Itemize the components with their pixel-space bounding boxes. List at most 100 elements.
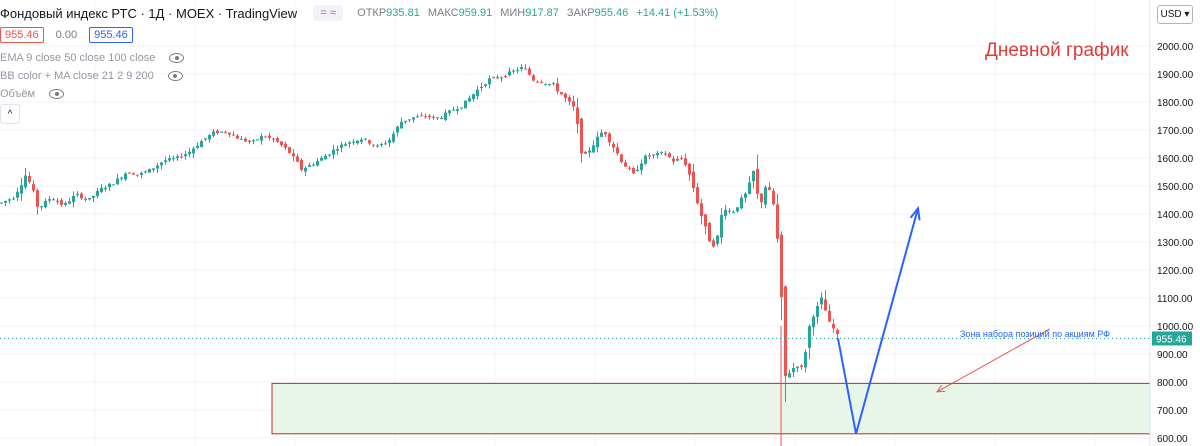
indicator-bb[interactable]: BB color + MA close 21 2 9 200: [0, 70, 183, 82]
candle-body: [496, 77, 499, 79]
ohlc-values: ОТКР935.81 МАКС959.91 МИН917.87 ЗАКР955.…: [357, 7, 718, 19]
candle-body: [712, 240, 715, 247]
candle-body: [544, 83, 547, 85]
candle-body: [632, 167, 635, 174]
candle-body: [160, 162, 163, 166]
y-tick-label: 1900.00: [1157, 70, 1194, 81]
projection-overlay: 955.46: [0, 205, 1192, 435]
candle-body: [752, 170, 755, 182]
candle-body: [528, 68, 531, 75]
candle-body: [660, 151, 663, 153]
ohlc-low: МИН917.87: [500, 7, 559, 19]
candle-body: [512, 70, 515, 72]
candle-body: [356, 140, 359, 144]
indicator-volume[interactable]: Объём: [0, 88, 65, 100]
y-tick-label: 800.00: [1157, 378, 1188, 389]
candle-body: [476, 89, 479, 96]
eye-icon[interactable]: [49, 89, 65, 99]
candle-body: [536, 81, 539, 83]
candle-body: [32, 184, 35, 191]
candle-body: [424, 116, 427, 118]
candle-body: [412, 117, 415, 120]
eye-icon[interactable]: [169, 53, 185, 63]
candle-body: [40, 206, 43, 208]
currency-select[interactable]: USD ▾: [1157, 5, 1193, 24]
candle-body: [736, 207, 739, 212]
chart-grid: [0, 0, 1150, 446]
candle-body: [56, 200, 59, 202]
last-price-badge: [1152, 331, 1192, 346]
candle-body: [596, 136, 599, 148]
candle-body: [60, 200, 63, 205]
candle-body: [8, 199, 11, 201]
candle-body: [716, 235, 719, 244]
candle-body: [400, 121, 403, 129]
candle-body: [436, 117, 439, 119]
candle-body: [792, 368, 795, 373]
candle-body: [244, 138, 247, 142]
zone-pointer-line: [936, 328, 1051, 393]
sell-price-button[interactable]: 955.46: [0, 27, 44, 43]
candle-body: [516, 70, 519, 72]
candle-body: [4, 200, 7, 203]
candle-body: [796, 366, 799, 369]
candle-body: [708, 222, 711, 242]
candle-body: [320, 157, 323, 161]
collapse-legend-button[interactable]: ^: [0, 104, 20, 124]
candle-body: [344, 144, 347, 146]
candle-body: [816, 306, 819, 317]
ohlc-high: МАКС959.91: [427, 7, 493, 19]
wave-approx-icon[interactable]: = ≈: [313, 5, 344, 21]
candle-body: [728, 210, 731, 212]
candle-body: [16, 191, 19, 198]
candle-body: [248, 140, 251, 142]
candle-body: [828, 310, 831, 322]
candle-body: [508, 71, 511, 76]
candle-body: [396, 126, 399, 133]
candle-body: [700, 203, 703, 217]
zone-annotation: Зона набора позиций по акциям РФ: [960, 329, 1111, 339]
candle-body: [420, 115, 423, 117]
candle-body: [408, 119, 411, 121]
candle-body: [28, 175, 31, 182]
candle-body: [760, 193, 763, 203]
candle-body: [308, 165, 311, 167]
candle-body: [260, 136, 263, 141]
candle-body: [584, 151, 587, 154]
chart-title: Фондовый индекс РТС · 1Д · MOEX · Tradin…: [0, 5, 298, 21]
candle-body: [20, 185, 23, 194]
candle-body: [688, 163, 691, 175]
candle-body: [588, 150, 591, 153]
spread-value: 0.00: [55, 29, 78, 41]
candle-body: [604, 132, 607, 135]
candle-body: [304, 167, 307, 172]
candle-body: [224, 131, 227, 133]
candle-body: [656, 152, 659, 156]
candle-body: [664, 153, 667, 155]
candle-body: [820, 297, 823, 305]
candle-body: [232, 134, 235, 136]
candle-body: [208, 135, 211, 140]
candle-body: [88, 198, 91, 200]
candle-body: [692, 171, 695, 189]
buy-price-button[interactable]: 955.46: [89, 27, 133, 43]
indicator-ema[interactable]: EMA 9 close 50 close 100 close: [0, 52, 185, 64]
candle-body: [388, 139, 391, 143]
candle-body: [48, 199, 51, 201]
candle-body: [196, 145, 199, 148]
candle-body: [772, 190, 775, 205]
candle-body: [36, 190, 39, 207]
candle-body: [704, 214, 707, 227]
candle-body: [384, 143, 387, 145]
y-tick-label: 1300.00: [1157, 238, 1194, 249]
candle-body: [756, 168, 759, 194]
price-axis: 2000.00 1900.00 1800.00 1700.00 1600.00 1500.…: [1149, 0, 1194, 446]
candle-body: [192, 148, 195, 154]
eye-icon[interactable]: [167, 71, 183, 81]
candle-body: [176, 156, 179, 159]
candle-body: [44, 200, 47, 208]
y-tick-label: 2000.00: [1157, 42, 1194, 53]
projection-arrowhead: [909, 205, 921, 221]
candle-body: [644, 155, 647, 164]
